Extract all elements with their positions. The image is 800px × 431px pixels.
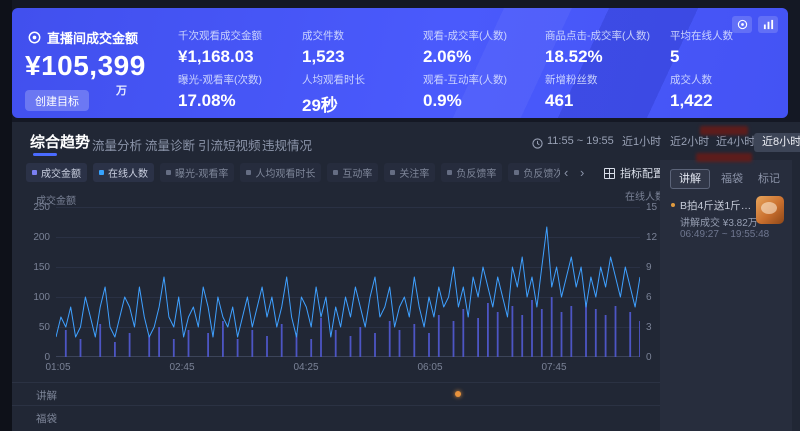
- chip-follow-rate[interactable]: 关注率: [384, 163, 436, 182]
- active-tab-underline: [33, 153, 57, 156]
- chip-dot-icon: [447, 170, 453, 175]
- tab-overall-trend[interactable]: 综合趋势: [30, 134, 91, 151]
- timeline-row-lucky-bag: 福袋: [36, 413, 57, 425]
- chips-prev-icon[interactable]: ‹: [564, 165, 569, 180]
- tab-short-video[interactable]: 引流短视频: [198, 139, 261, 153]
- x-tick: 06:05: [417, 362, 443, 373]
- left-tick: 0: [44, 352, 50, 363]
- header-deco-shape: [382, 8, 602, 118]
- target-icon[interactable]: [732, 16, 752, 33]
- header-deco-shape: [468, 8, 788, 118]
- chip-avg-watch-time[interactable]: 人均观看时长: [240, 163, 322, 182]
- panel-tab-lucky-bag[interactable]: 福袋: [721, 173, 743, 185]
- range-button-2h[interactable]: 近2小时: [670, 136, 710, 148]
- timeline-row-explain: 讲解: [36, 390, 57, 402]
- timeline-separator: [12, 405, 660, 406]
- left-tick: 250: [33, 202, 50, 213]
- metric-chip-row: 成交金额 在线人数 曝光-观看率 人均观看时长 互动率 关注率 负反馈率 负反馈…: [26, 163, 560, 183]
- explain-item-title[interactable]: B拍4斤送1斤共35-4...: [680, 200, 752, 212]
- chips-next-icon[interactable]: ›: [580, 165, 585, 180]
- chip-dot-icon: [333, 170, 339, 175]
- product-thumbnail[interactable]: [756, 196, 784, 224]
- left-tick: 50: [38, 322, 50, 333]
- panel-tab-explain[interactable]: 讲解: [670, 169, 710, 189]
- record-circle-icon: [28, 31, 41, 44]
- metric-cell: 成交人数 1,422: [670, 74, 713, 110]
- chip-dot-icon: [514, 170, 520, 175]
- metric-cell: 千次观看成交金额 ¥1,168.03: [178, 30, 262, 66]
- chip-exposure-view-rate[interactable]: 曝光-观看率: [160, 163, 235, 182]
- chip-negative-feedback-rate[interactable]: 负反馈率: [441, 163, 503, 182]
- left-tick: 150: [33, 262, 50, 273]
- trend-chart[interactable]: [56, 207, 640, 357]
- right-tick: 9: [646, 262, 652, 273]
- left-edge-strip: [0, 0, 12, 431]
- metric-cell: 曝光-观看率(次数) 17.08%: [178, 74, 262, 110]
- chip-interaction-rate[interactable]: 互动率: [327, 163, 379, 182]
- x-tick: 01:05: [45, 362, 71, 373]
- right-tick: 15: [646, 202, 658, 213]
- watermark-smudge: [696, 153, 752, 162]
- metric-cell: 新增粉丝数 461: [545, 74, 598, 110]
- metric-cell: 人均观看时长 29秒: [302, 74, 365, 115]
- bar-chart-icon[interactable]: [758, 16, 778, 33]
- metric-cell: 成交件数 1,523: [302, 30, 345, 66]
- metric-cell: 平均在线人数 5: [670, 30, 733, 66]
- time-range-label: 11:55 ~ 19:55: [547, 135, 614, 147]
- chip-dot-icon: [390, 170, 396, 175]
- explain-marker-dot[interactable]: [455, 391, 461, 397]
- chip-gmv[interactable]: 成交金额: [26, 163, 87, 182]
- watermark-smudge: [700, 126, 748, 135]
- header-actions: [732, 16, 778, 33]
- x-tick: 02:45: [169, 362, 195, 373]
- chip-dot-icon: [32, 170, 37, 175]
- timeline-separator: [12, 382, 660, 383]
- chip-dot-icon: [99, 170, 104, 175]
- right-tick: 0: [646, 352, 652, 363]
- item-bullet-icon: [671, 203, 675, 207]
- range-button-1h[interactable]: 近1小时: [622, 136, 662, 148]
- tab-traffic-diagnosis[interactable]: 流量诊断: [145, 139, 196, 153]
- right-tick: 12: [646, 232, 658, 243]
- summary-header-card: 直播间成交金额 ¥105,399 万 创建目标 千次观看成交金额 ¥1,168.…: [12, 8, 788, 118]
- metric-cell: 观看-成交率(人数) 2.06%: [423, 30, 507, 66]
- tab-traffic-analysis[interactable]: 流量分析: [92, 139, 143, 153]
- right-tick: 6: [646, 292, 652, 303]
- tab-violations[interactable]: 违规情况: [262, 139, 313, 153]
- grid-icon: [604, 167, 615, 179]
- chip-negative-feedback-count[interactable]: 负反馈次数: [508, 163, 560, 182]
- left-axis-title: 成交金额: [36, 196, 76, 207]
- explain-item-time: 06:49:27 ~ 19:55:48: [680, 229, 770, 240]
- primary-metric-value: ¥105,399: [25, 50, 146, 81]
- left-tick: 100: [33, 292, 50, 303]
- panel-tab-marker[interactable]: 标记: [758, 173, 780, 185]
- explain-panel: 讲解 福袋 标记 B拍4斤送1斤共35-4... 讲解成交 ¥3.82万 06:…: [660, 160, 792, 431]
- range-button-4h[interactable]: 近4小时: [716, 136, 756, 148]
- primary-metric-label: 直播间成交金额: [28, 28, 138, 47]
- clock-icon: [532, 136, 543, 154]
- x-tick: 04:25: [293, 362, 319, 373]
- chip-online-users[interactable]: 在线人数: [93, 163, 154, 182]
- trend-section: 综合趋势 流量分析 流量诊断 引流短视频 违规情况 11:55 ~ 19:55 …: [12, 122, 800, 431]
- primary-metric-unit: 万: [116, 85, 127, 97]
- x-tick: 07:45: [541, 362, 567, 373]
- right-axis-title: 在线人数: [625, 192, 665, 203]
- metric-cell: 观看-互动率(人数) 0.9%: [423, 74, 507, 110]
- left-tick: 200: [33, 232, 50, 243]
- metric-config-button[interactable]: 指标配置: [604, 165, 664, 181]
- chip-dot-icon: [166, 170, 171, 175]
- create-goal-button[interactable]: 创建目标: [25, 90, 89, 111]
- explain-item-gmv: 讲解成交 ¥3.82万: [680, 218, 758, 229]
- metric-cell: 商品点击-成交率(人数) 18.52%: [545, 30, 650, 66]
- range-button-8h[interactable]: 近8小时: [754, 133, 800, 152]
- chip-dot-icon: [246, 170, 252, 175]
- right-tick: 3: [646, 322, 652, 333]
